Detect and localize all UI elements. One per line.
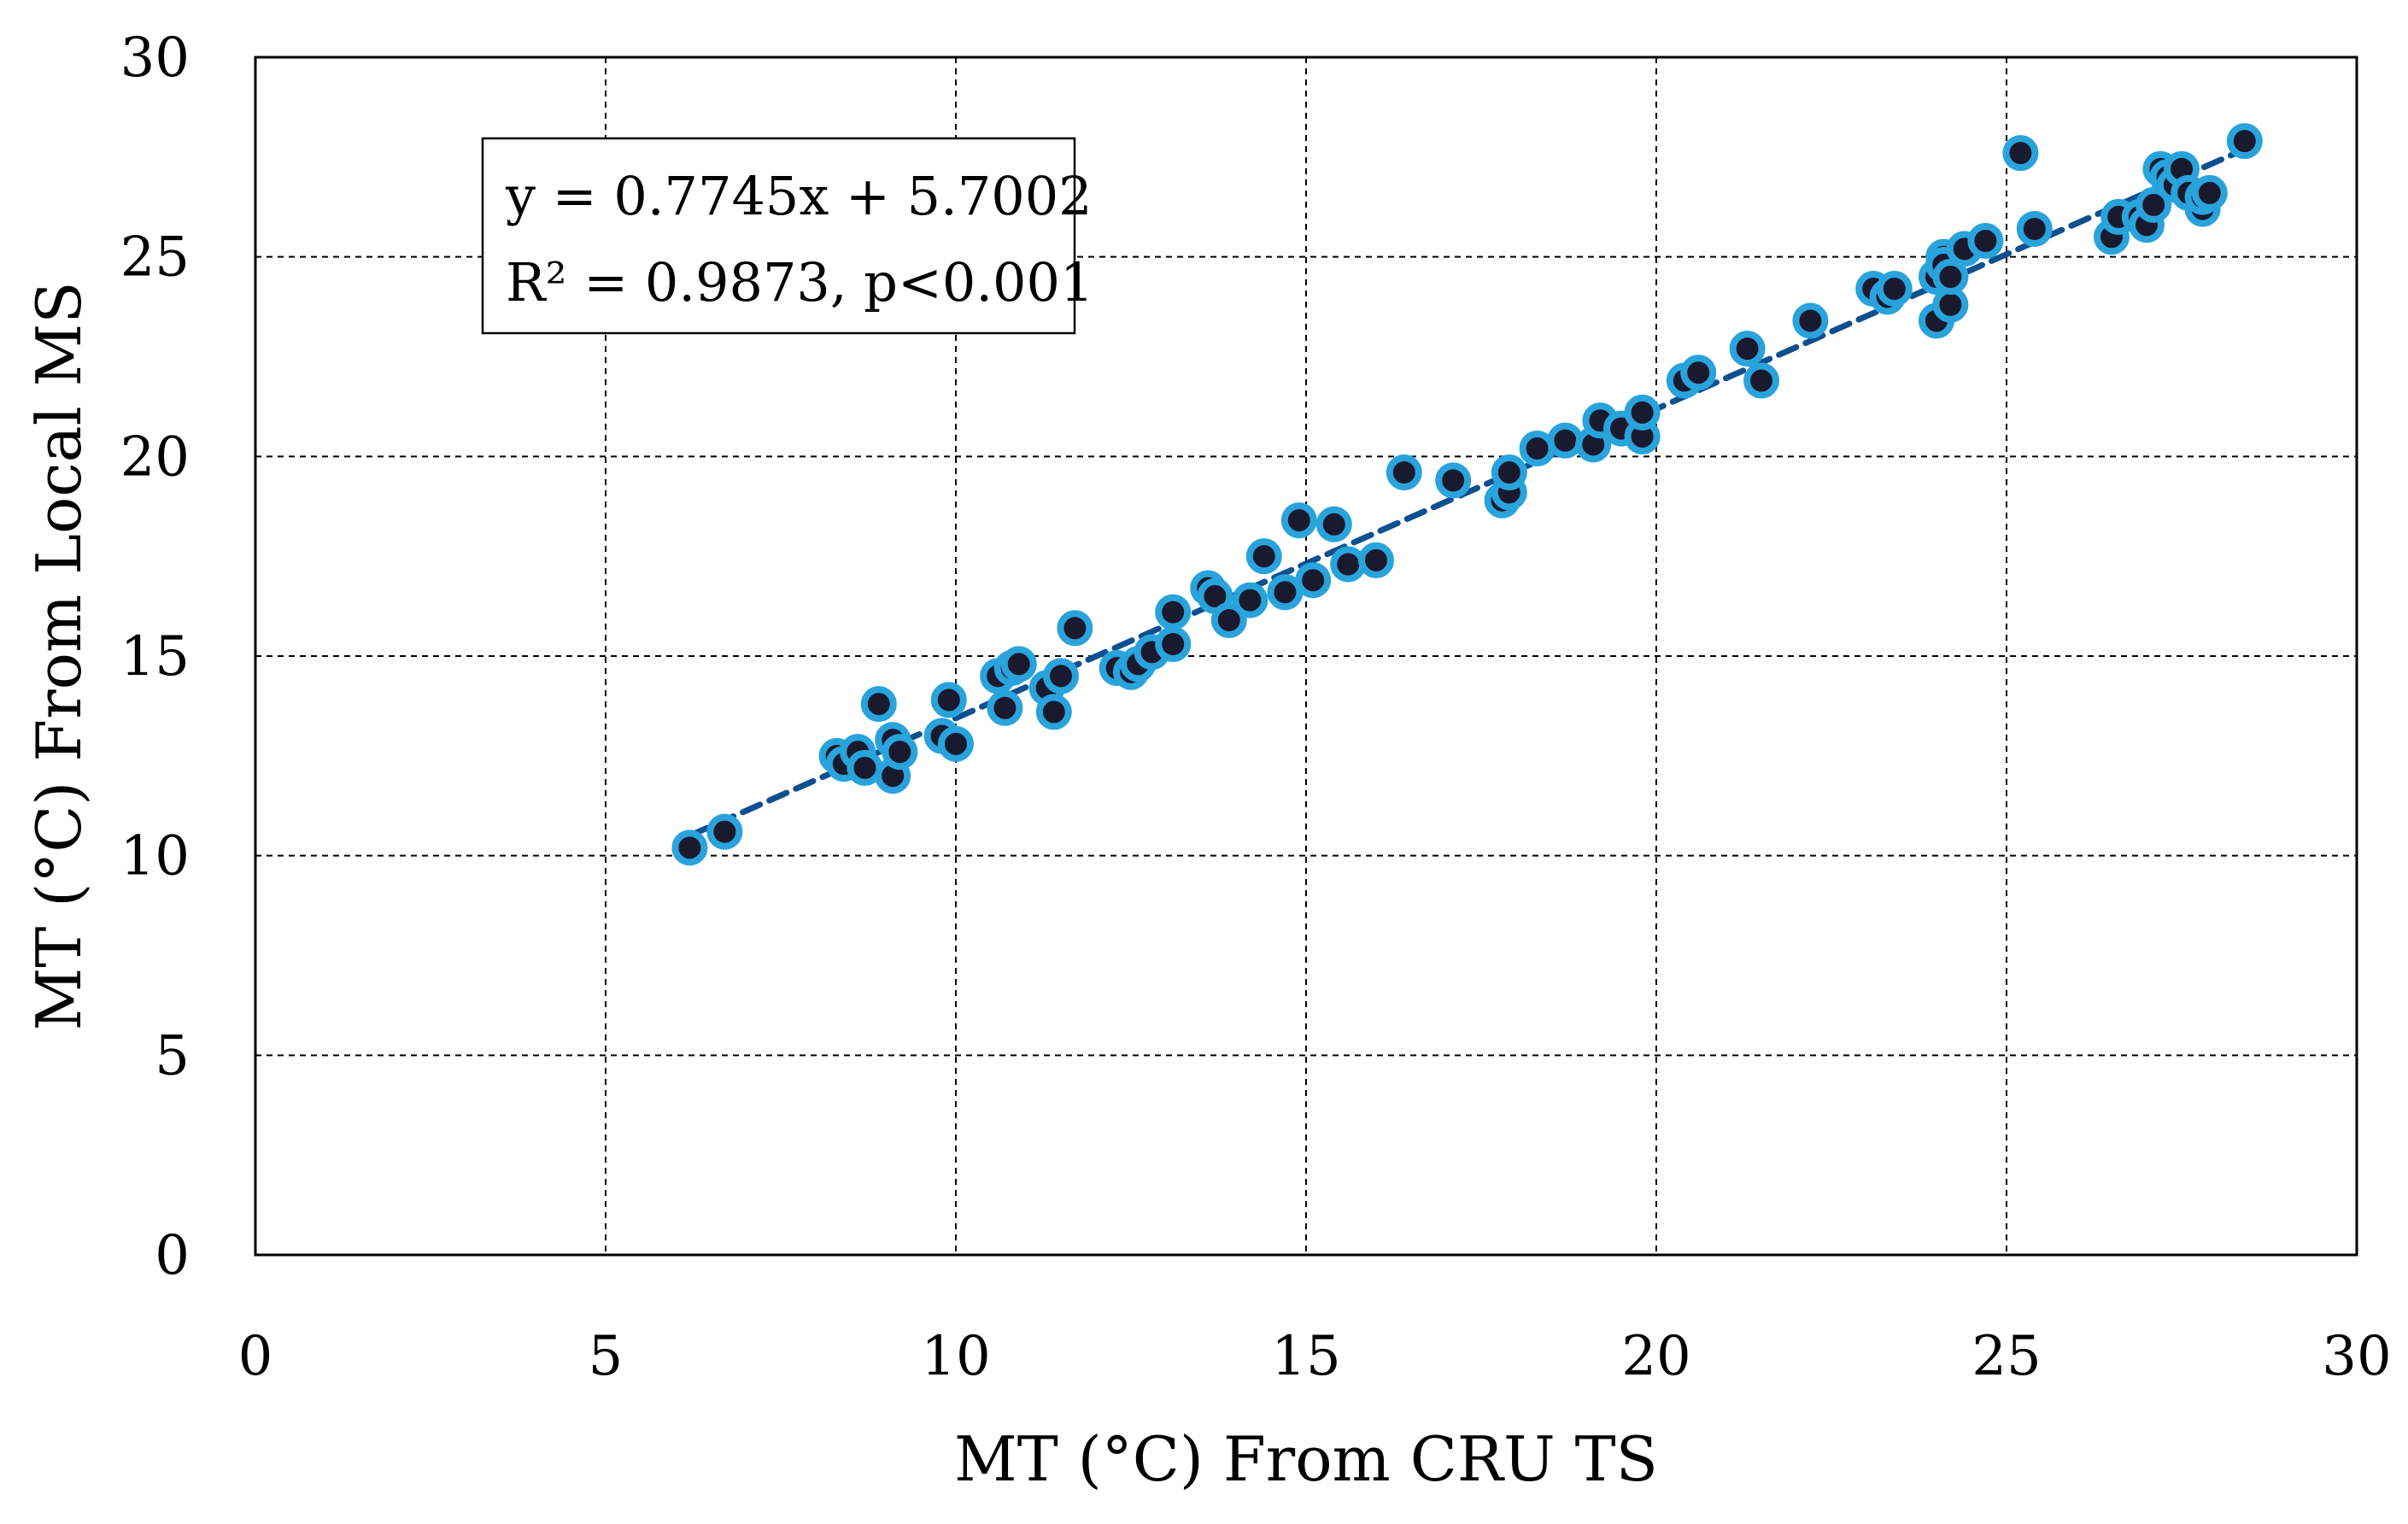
data-point (987, 689, 1023, 726)
data-point (2226, 123, 2263, 160)
data-point (1210, 601, 1247, 638)
data-point (860, 686, 897, 723)
x-tick-label: 30 (2322, 1325, 2391, 1388)
trendline (686, 146, 2248, 839)
data-point (1155, 625, 1192, 662)
data-point (1267, 574, 1304, 611)
y-tick-label: 10 (120, 825, 190, 888)
data-point (938, 725, 974, 762)
x-tick-label: 15 (1271, 1325, 1340, 1388)
plot-frame (254, 56, 2358, 1257)
data-point (1000, 646, 1037, 683)
data-point (1491, 454, 1527, 491)
y-axis-label: MT (°C) From Local MS (23, 281, 95, 1030)
data-point (1057, 610, 1093, 647)
data-point (2136, 186, 2172, 223)
annotation-r-squared: R² = 0.9873, p<0.001 (506, 251, 1093, 314)
data-point (1330, 546, 1367, 583)
y-tick-label: 30 (120, 26, 190, 90)
data-point (1729, 331, 1766, 367)
x-tick-label: 5 (589, 1325, 624, 1388)
data-point (2016, 210, 2053, 247)
x-tick-label: 20 (1621, 1325, 1690, 1388)
y-tick-label: 15 (120, 625, 190, 689)
annotation-equation: y = 0.7745x + 5.7002 (505, 165, 1093, 227)
x-tick-label: 0 (238, 1325, 273, 1388)
data-point (1245, 538, 1282, 575)
y-tick-label: 25 (120, 226, 190, 290)
data-point (847, 749, 883, 786)
data-point (1315, 506, 1352, 542)
data-point (1035, 694, 1072, 730)
data-point (1295, 562, 1332, 599)
data-point (1435, 462, 1472, 499)
data-point (1967, 222, 2004, 259)
data-point (1547, 422, 1584, 459)
data-point (1792, 302, 1829, 339)
data-point (671, 829, 708, 866)
data-point (1280, 502, 1317, 539)
data-point (1232, 582, 1268, 618)
data-point (1680, 355, 1717, 391)
data-point (1876, 271, 1913, 308)
y-tick-label: 5 (155, 1024, 190, 1087)
data-points (671, 123, 2263, 866)
y-tick-label: 20 (120, 425, 190, 489)
data-point (882, 734, 918, 771)
data-point (1519, 430, 1556, 466)
data-point (1358, 542, 1394, 578)
annotation-box (481, 137, 1076, 335)
data-point (930, 682, 967, 718)
data-point (706, 813, 743, 850)
data-point (1386, 454, 1422, 491)
equation-annotation: y = 0.7745x + 5.7002 R² = 0.9873, p<0.00… (481, 137, 1093, 335)
x-tick-label: 10 (921, 1325, 990, 1388)
x-axis-label: MT (°C) From CRU TS (954, 1423, 1658, 1495)
data-point (2002, 135, 2039, 172)
tick-labels: 0 5 10 15 20 25 30 0 5 10 15 20 25 30 (120, 26, 2392, 1388)
data-point (2191, 174, 2228, 211)
data-point (1155, 594, 1192, 630)
data-point (1043, 658, 1079, 695)
data-point (1743, 362, 1779, 399)
data-point (1624, 394, 1661, 431)
y-tick-label: 0 (155, 1224, 190, 1287)
data-point (1932, 259, 1969, 296)
x-tick-label: 25 (1972, 1325, 2041, 1388)
